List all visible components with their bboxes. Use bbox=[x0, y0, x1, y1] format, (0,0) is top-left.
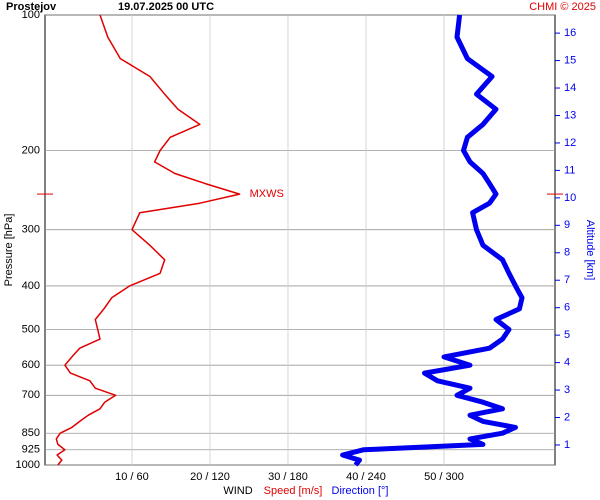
y2-tick-label: 7 bbox=[564, 274, 570, 286]
y2-tick-label: 14 bbox=[564, 82, 576, 94]
y2-tick-label: 12 bbox=[564, 137, 576, 149]
y-tick-label: 600 bbox=[22, 359, 40, 371]
y-tick-label: 300 bbox=[22, 224, 40, 236]
y2-tick-label: 8 bbox=[564, 247, 570, 259]
y-tick-label: 200 bbox=[22, 144, 40, 156]
x-tick-label: 40 / 240 bbox=[346, 471, 386, 483]
y-tick-label: 100 bbox=[22, 9, 40, 21]
legend-entry: Speed [m/s] bbox=[264, 485, 323, 497]
y2-tick-label: 15 bbox=[564, 54, 576, 66]
y2-tick-label: 9 bbox=[564, 219, 570, 231]
x-tick-label: 10 / 60 bbox=[115, 471, 149, 483]
y2-tick-label: 10 bbox=[564, 192, 576, 204]
annotation: MXWS bbox=[250, 188, 284, 200]
x-tick-label: 30 / 180 bbox=[268, 471, 308, 483]
y-tick-label: 1000 bbox=[16, 459, 40, 471]
x-tick-label: 50 / 300 bbox=[424, 471, 464, 483]
series-line bbox=[55, 14, 241, 466]
series-line bbox=[340, 14, 525, 467]
x-axis-label: WIND bbox=[223, 485, 252, 497]
y2-tick-label: 1 bbox=[564, 439, 570, 451]
y2-tick-label: 2 bbox=[564, 411, 570, 423]
y-tick-label: 700 bbox=[22, 389, 40, 401]
y-tick-label: 925 bbox=[22, 444, 40, 456]
y2-tick-label: 5 bbox=[564, 329, 570, 341]
y2-axis-label: Altitude [km] bbox=[584, 220, 596, 281]
credit: CHMI © 2025 bbox=[529, 1, 596, 13]
y2-tick-label: 4 bbox=[564, 356, 570, 368]
y-tick-label: 500 bbox=[22, 323, 40, 335]
legend-entry: Direction [°] bbox=[332, 485, 389, 497]
y-axis-label: Pressure [hPa] bbox=[3, 214, 15, 287]
y2-tick-label: 11 bbox=[564, 164, 575, 176]
y2-tick-label: 13 bbox=[564, 109, 576, 121]
y-tick-label: 850 bbox=[22, 427, 40, 439]
chart-title: Prostejov bbox=[6, 1, 57, 13]
chart-subtitle: 19.07.2025 00 UTC bbox=[118, 1, 214, 13]
y-tick-label: 400 bbox=[22, 280, 40, 292]
y2-tick-label: 16 bbox=[564, 27, 576, 39]
y2-tick-label: 3 bbox=[564, 384, 570, 396]
x-tick-label: 20 / 120 bbox=[190, 471, 230, 483]
y2-tick-label: 6 bbox=[564, 302, 570, 314]
